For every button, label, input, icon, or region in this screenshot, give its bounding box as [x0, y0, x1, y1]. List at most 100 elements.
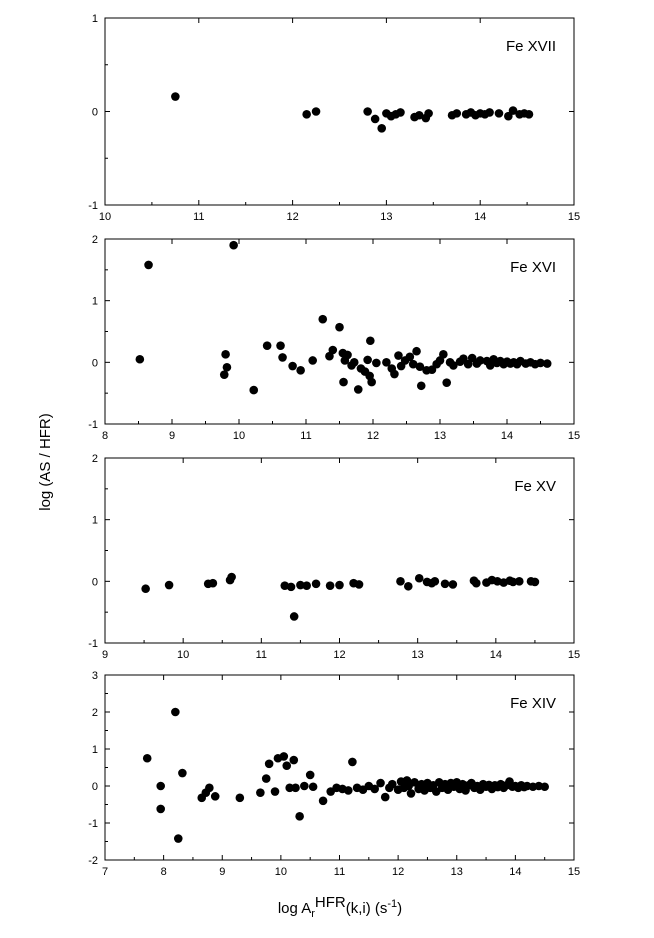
- data-point: [227, 572, 236, 582]
- data-point: [328, 345, 338, 355]
- data-point: [471, 578, 481, 588]
- data-point: [302, 110, 311, 119]
- ion-label: Fe XVII: [506, 38, 556, 55]
- data-point: [249, 385, 259, 395]
- data-point: [296, 580, 305, 590]
- data-point: [424, 109, 433, 118]
- data-point: [278, 353, 287, 362]
- data-point: [414, 110, 424, 120]
- x-label-sub: r: [311, 908, 315, 920]
- data-point: [178, 768, 187, 778]
- data-point: [414, 573, 424, 583]
- y-tick-label: 0: [92, 576, 98, 588]
- x-tick-label: 7: [102, 866, 108, 878]
- y-tick-label: 2: [92, 453, 98, 465]
- data-point: [300, 781, 309, 791]
- data-point: [256, 788, 265, 797]
- x-tick-label: 15: [568, 649, 580, 661]
- x-tick-label: 8: [102, 430, 108, 442]
- y-tick-label: 1: [92, 515, 98, 527]
- x-tick-label: 10: [99, 211, 111, 223]
- data-point: [452, 109, 462, 118]
- x-tick-label: 10: [233, 430, 245, 442]
- data-point: [305, 770, 315, 780]
- data-point: [439, 350, 448, 359]
- data-point: [372, 358, 381, 368]
- x-tick-label: 11: [193, 211, 204, 223]
- y-tick-label: -1: [88, 200, 98, 212]
- ion-label: Fe XV: [514, 478, 556, 495]
- data-point: [514, 577, 524, 586]
- x-tick-label: 14: [490, 649, 502, 661]
- x-label-exp: -1: [387, 898, 397, 910]
- x-tick-label: 9: [102, 649, 108, 661]
- y-tick-label: 3: [92, 670, 98, 682]
- data-point: [410, 778, 419, 787]
- data-point: [276, 341, 285, 350]
- data-point: [396, 577, 405, 586]
- data-point: [370, 114, 380, 124]
- ion-label: Fe XIV: [510, 695, 556, 712]
- x-tick-label: 14: [501, 430, 513, 442]
- x-label-close: ): [397, 900, 402, 917]
- data-point: [353, 385, 363, 394]
- y-tick-label: 0: [92, 781, 98, 793]
- panel-1: 10 11 12 13 14 15 -1 0 1 Fe XVII: [88, 13, 580, 223]
- data-point: [229, 240, 238, 250]
- x-label-rest: (k,i) (s: [346, 900, 388, 917]
- x-tick-label: 13: [380, 211, 392, 223]
- data-point: [289, 755, 299, 765]
- data-point: [408, 359, 418, 369]
- data-point: [308, 356, 318, 365]
- x-tick-label: 14: [509, 866, 521, 878]
- x-tick-label: 15: [568, 430, 580, 442]
- x-tick-label: 12: [392, 866, 404, 878]
- data-point: [494, 109, 504, 118]
- data-point: [416, 381, 426, 391]
- data-point: [508, 577, 518, 587]
- plot-frame: [104, 457, 575, 644]
- data-point: [343, 786, 353, 795]
- data-point: [530, 577, 540, 587]
- x-tick-label: 8: [161, 866, 167, 878]
- data-point: [173, 834, 183, 843]
- y-tick-label: 0: [92, 107, 98, 119]
- data-point: [291, 783, 300, 793]
- data-point: [296, 366, 305, 375]
- data-point: [222, 362, 232, 372]
- data-point: [262, 341, 272, 350]
- plot-frame: [104, 238, 575, 425]
- data-point: [164, 580, 174, 590]
- data-point: [311, 579, 321, 589]
- y-tick-label: 2: [92, 707, 98, 719]
- data-point: [135, 354, 145, 364]
- data-point: [536, 358, 545, 368]
- data-point: [295, 812, 304, 821]
- data-point: [343, 350, 352, 360]
- data-point: [448, 580, 458, 589]
- x-axis-label: log ArHFR(k,i) (s-1): [278, 894, 402, 920]
- data-point: [376, 778, 385, 788]
- data-point: [339, 377, 348, 387]
- data-point: [508, 106, 518, 115]
- ion-label: Fe XVI: [510, 259, 556, 276]
- x-tick-label: 14: [474, 211, 486, 223]
- data-point: [542, 359, 552, 368]
- data-point: [366, 336, 375, 346]
- data-point: [377, 124, 387, 133]
- data-point: [335, 580, 344, 590]
- y-tick-label: -1: [88, 818, 98, 830]
- data-point: [349, 358, 359, 367]
- data-point: [363, 355, 372, 365]
- data-point: [308, 782, 318, 792]
- data-point: [270, 787, 280, 796]
- data-point: [449, 361, 458, 370]
- x-tick-label: 10: [177, 649, 189, 661]
- x-tick-label: 15: [568, 211, 580, 223]
- data-point: [171, 92, 180, 101]
- data-point: [210, 792, 220, 801]
- data-point: [261, 774, 271, 783]
